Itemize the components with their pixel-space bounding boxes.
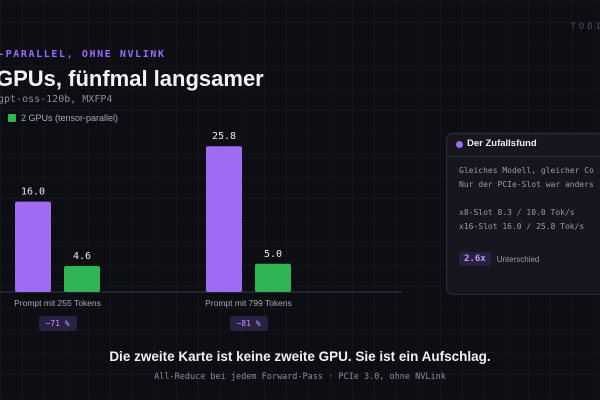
bar-series-a-0 <box>15 201 51 292</box>
card-factor: 2.6x Unterschied <box>459 252 539 266</box>
delta-pill: −81 % <box>229 316 268 331</box>
legend-swatch-green <box>8 114 16 122</box>
subtitle: gpt-oss-120b, MXFP4 <box>0 94 113 105</box>
card-line-4: x16-Slot 16.0 / 25.8 Tok/s <box>459 222 585 231</box>
factor-label: Unterschied <box>496 254 540 264</box>
finding-card: Der Zufallsfund Gleiches Modell, gleiche… <box>446 133 600 295</box>
kicker-label: -PARALLEL, OHNE NVLINK <box>0 49 166 60</box>
bar-series-b-1 <box>255 263 291 292</box>
category-label: Prompt mit 799 Tokens <box>205 298 292 308</box>
bar-series-a-1 <box>206 146 242 292</box>
card-dot-icon <box>456 141 463 148</box>
headline: Die zweite Karte ist keine zweite GPU. S… <box>109 349 491 364</box>
bar-value-label: 5.0 <box>264 249 282 260</box>
chart-legend: 2 GPUs (tensor-parallel) <box>8 113 118 123</box>
card-title: Der Zufallsfund <box>467 138 537 149</box>
factor-badge: 2.6x <box>459 252 491 266</box>
card-line-3: x8-Slot 8.3 / 10.0 Tok/s <box>459 208 575 217</box>
card-header: Der Zufallsfund <box>447 134 600 157</box>
footnote: All-Reduce bei jedem Forward-Pass · PCIe… <box>154 372 446 382</box>
legend-label: 2 GPUs (tensor-parallel) <box>21 113 119 123</box>
bar-value-label: 16.0 <box>21 187 45 198</box>
card-line-1: Gleiches Modell, gleicher Co <box>459 166 594 175</box>
brand-label: TOBI <box>570 22 600 32</box>
page-title: GPUs, fünfmal langsamer <box>0 66 264 91</box>
bar-value-label: 4.6 <box>73 251 91 262</box>
delta-pill: −71 % <box>38 316 77 331</box>
bar-value-label: 25.8 <box>212 131 236 142</box>
category-label: Prompt mit 255 Tokens <box>14 298 101 308</box>
card-line-2: Nur der PCIe-Slot war anders <box>459 180 594 189</box>
bar-series-b-0 <box>64 266 100 292</box>
